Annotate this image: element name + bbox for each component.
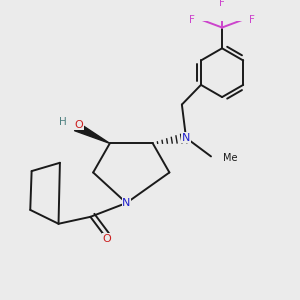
Text: N: N (122, 198, 130, 208)
Text: H: H (59, 117, 67, 127)
Text: Me: Me (224, 153, 238, 163)
Text: F: F (219, 0, 225, 8)
Text: N: N (182, 133, 190, 143)
Text: F: F (189, 15, 195, 25)
Text: O: O (74, 119, 83, 130)
Text: F: F (249, 15, 255, 25)
Polygon shape (75, 123, 110, 143)
Text: O: O (103, 234, 111, 244)
